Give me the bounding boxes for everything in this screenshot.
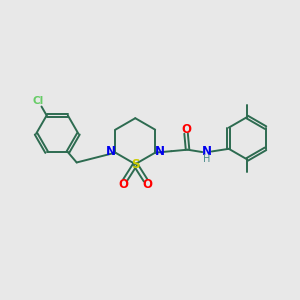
Text: N: N [154,145,165,158]
Text: O: O [142,178,152,191]
Text: O: O [118,178,128,191]
Text: N: N [202,145,212,158]
Text: Cl: Cl [33,96,44,106]
Text: O: O [181,123,191,136]
Text: S: S [131,158,140,171]
Text: N: N [106,145,116,158]
Text: H: H [203,154,211,164]
